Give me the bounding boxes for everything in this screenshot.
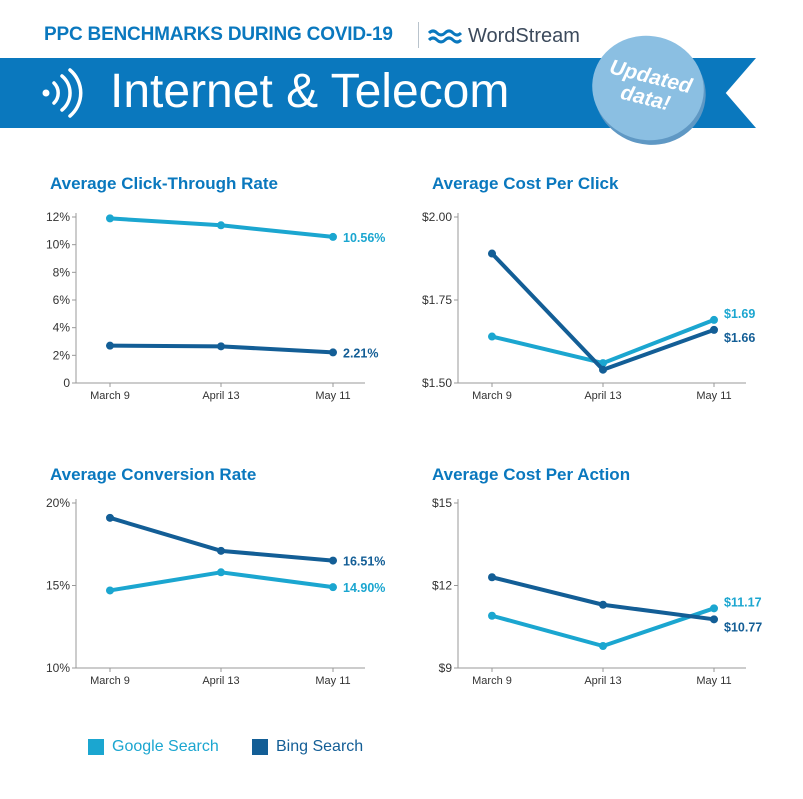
end-value-label: 10.56% [343,231,385,245]
end-value-label: 14.90% [343,581,385,595]
x-tick-label: March 9 [472,675,512,687]
data-point [710,615,718,624]
y-tick-label: 15% [46,579,70,593]
data-point [710,604,718,613]
y-tick-label: 4% [53,321,71,335]
header-divider [418,22,419,48]
data-point [329,556,337,565]
legend-label-google: Google Search [112,738,219,755]
x-tick-label: April 13 [584,390,621,402]
legend-google: Google Search [88,738,219,756]
y-tick-label: 0 [63,376,70,390]
data-point [488,611,496,620]
y-tick-label: $1.50 [422,376,452,390]
series-line-bing [491,575,715,622]
end-value-label: $1.66 [724,331,755,345]
data-point [217,221,225,230]
y-tick-label: $15 [432,496,452,510]
data-point [329,348,337,357]
legend-swatch-google [88,739,104,755]
data-point [106,341,114,350]
end-value-label: $10.77 [724,620,762,634]
end-value-label: 16.51% [343,555,385,569]
logo-text: WordStream [468,25,580,47]
chart-title-ctr: Average Click-Through Rate [50,174,278,193]
data-point [488,332,496,341]
y-tick-label: $1.75 [422,293,452,307]
data-point [710,325,718,334]
x-tick-label: March 9 [90,390,130,402]
y-tick-label: $12 [432,579,452,593]
banner-title: Internet & Telecom [110,65,510,118]
legend-label-bing: Bing Search [276,738,364,755]
data-point [329,232,337,241]
end-value-label: $1.69 [724,307,755,321]
y-tick-label: 10% [46,661,70,675]
data-point [106,214,114,223]
data-point [329,583,337,592]
y-tick-label: 6% [53,293,71,307]
y-tick-label: $2.00 [422,210,452,224]
chart-title-conversion-rate: Average Conversion Rate [50,465,257,484]
data-point [217,568,225,577]
wordstream-logo: WordStream [428,25,580,48]
chart-title-cpa: Average Cost Per Action [432,465,631,484]
legend-swatch-bing [252,739,268,755]
series-line-bing [490,252,715,372]
data-point [599,365,607,374]
end-value-label: $11.17 [724,595,762,609]
x-tick-label: May 11 [315,390,350,402]
x-tick-label: May 11 [696,390,731,402]
chart-title-cpc: Average Cost Per Click [432,174,619,193]
supertitle: PPC BENCHMARKS DURING COVID-19 [44,24,393,45]
y-tick-label: 2% [53,348,71,362]
data-point [488,573,496,582]
wave-logo-icon [428,29,462,43]
x-tick-label: April 13 [202,390,239,402]
data-point [106,586,114,595]
x-tick-label: March 9 [472,390,512,402]
legend-bing: Bing Search [252,738,363,756]
y-tick-label: 8% [53,265,71,279]
x-tick-label: April 13 [584,675,621,687]
data-point [488,249,496,258]
x-tick-label: March 9 [90,675,130,687]
y-tick-label: 10% [46,238,70,252]
wireless-signal-icon [42,68,83,118]
y-tick-label: $9 [439,661,453,675]
data-point [710,315,718,324]
y-tick-label: 20% [46,496,70,510]
x-tick-label: April 13 [202,675,239,687]
data-point [599,600,607,609]
data-point [217,546,225,555]
x-tick-label: May 11 [696,675,731,687]
data-point [217,342,225,351]
data-point [106,513,114,522]
y-tick-label: 12% [46,210,70,224]
x-tick-label: May 11 [315,675,350,687]
data-point [599,642,607,650]
end-value-label: 2.21% [343,346,378,360]
